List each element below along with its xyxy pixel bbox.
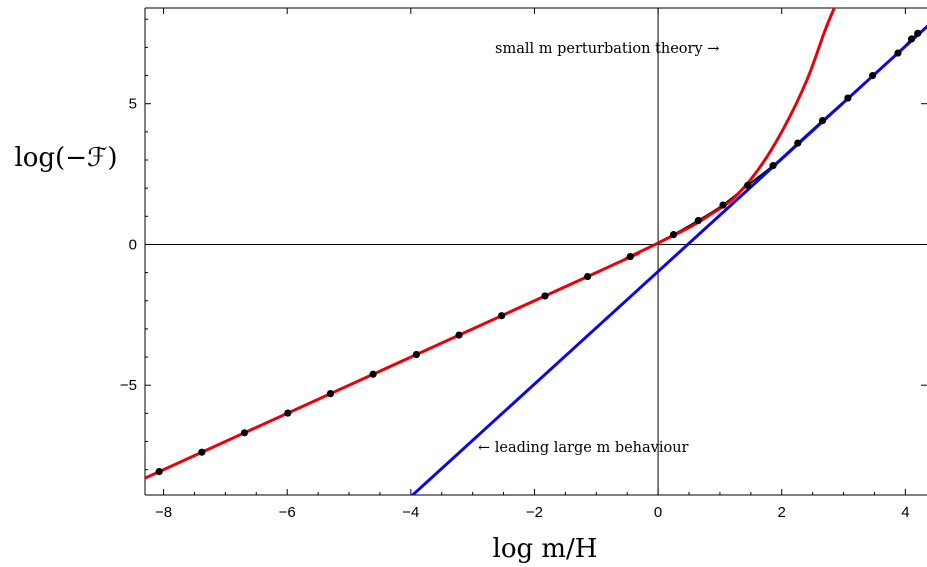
annotation-large-m: ← leading large m behaviour <box>478 440 689 456</box>
data-point <box>369 370 377 378</box>
x-tick-label: −4 <box>402 504 419 521</box>
data-point <box>155 468 163 476</box>
data-point <box>694 216 702 225</box>
data-point <box>455 331 463 339</box>
plot-frame <box>144 7 927 496</box>
x-tick-label: −2 <box>526 504 543 521</box>
y-tick-label: −5 <box>120 377 137 394</box>
numerical-data-curve <box>158 32 919 473</box>
data-point <box>584 272 592 281</box>
data-points <box>155 29 922 476</box>
data-point <box>818 117 827 125</box>
data-point <box>284 409 292 417</box>
data-point <box>326 390 335 398</box>
axis-ticks <box>145 8 927 495</box>
x-tick-label: −6 <box>279 504 296 521</box>
data-point <box>719 201 727 209</box>
annotation-small-m: small m perturbation theory → <box>495 41 719 57</box>
data-point <box>541 292 549 300</box>
data-point <box>240 429 249 437</box>
data-point <box>914 29 922 37</box>
axis-tick-labels: −8 −6 −4 −2 0 2 4 −5 0 5 <box>120 96 910 521</box>
zero-axes <box>145 8 927 495</box>
x-tick-label: 4 <box>901 504 909 521</box>
data-point <box>894 49 902 57</box>
x-tick-label: 0 <box>654 504 662 521</box>
data-point <box>794 139 802 147</box>
small-m-perturbation-theory-curve <box>145 8 836 480</box>
data-point <box>198 448 206 456</box>
data-point <box>626 252 634 261</box>
data-point <box>844 94 852 102</box>
x-tick-label: 2 <box>778 504 786 521</box>
x-tick-label: −8 <box>155 504 172 521</box>
y-tick-label: 0 <box>129 236 137 253</box>
data-point <box>412 350 420 359</box>
series-curves <box>145 8 927 495</box>
annotations: small m perturbation theory → ← leading l… <box>478 41 719 456</box>
y-tick-label: 5 <box>129 96 137 113</box>
y-axis-title: log(−ℱ) <box>14 143 117 173</box>
leading-large-m-behaviour-curve <box>411 25 927 495</box>
data-point <box>744 181 752 189</box>
x-axis-title: log m/H <box>493 534 598 564</box>
data-point <box>669 231 678 239</box>
data-point <box>498 312 506 320</box>
data-point <box>869 71 877 80</box>
data-point <box>907 35 916 43</box>
data-point <box>769 162 777 170</box>
